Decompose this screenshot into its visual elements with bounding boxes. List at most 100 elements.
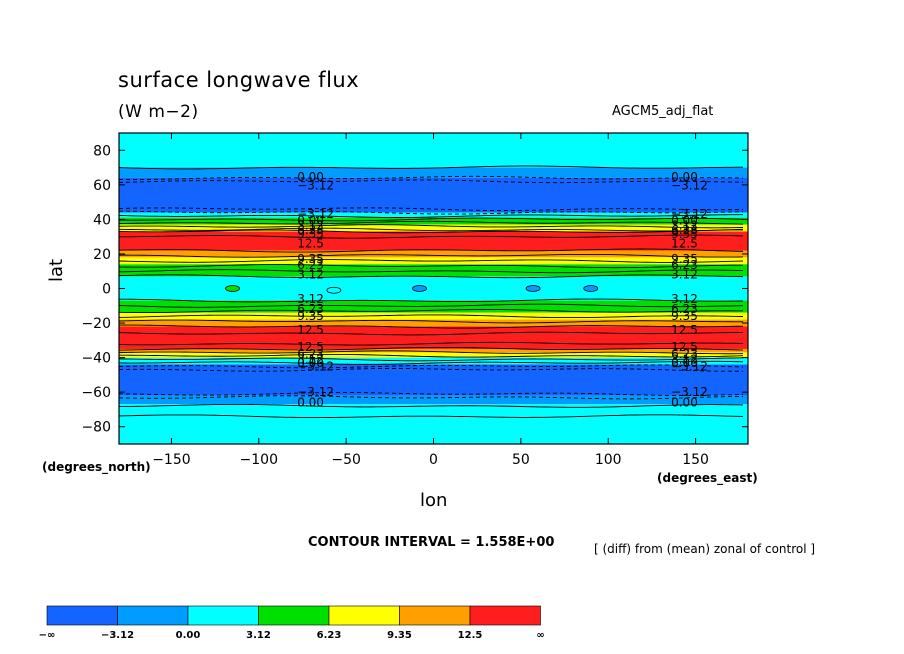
contour-label: 6.23 [297, 302, 324, 316]
contour-label: 3.12 [671, 292, 698, 306]
y-tick-label: 60 [93, 178, 111, 194]
contour-line [119, 368, 744, 372]
contour-label: 9.35 [297, 252, 324, 266]
contour-label: 3.12 [297, 268, 324, 282]
contour-line [119, 403, 744, 408]
colorbar-swatch [117, 605, 189, 626]
contour-line [119, 341, 744, 346]
contour-line [119, 229, 744, 234]
x-tick-label: −150 [152, 452, 190, 468]
contour-blob [412, 285, 427, 292]
contour-line [119, 414, 744, 419]
contour-line [119, 357, 744, 362]
colorbar-label: 0.00 [176, 630, 201, 641]
y-tick-label: 80 [93, 143, 111, 159]
contour-label: 0.00 [671, 170, 698, 184]
contour-blob [583, 285, 599, 292]
colorbar-swatch [46, 605, 118, 626]
contour-band [119, 224, 748, 232]
y-tick-label: 40 [93, 212, 111, 228]
contour-label: −3.12 [297, 207, 334, 221]
colorbar-label: 9.35 [387, 630, 412, 641]
contour-line [119, 353, 744, 358]
colorbar-label: −∞ [39, 630, 56, 641]
y-tick-label: −60 [81, 385, 111, 401]
model-name: AGCM5_adj_flat [612, 104, 714, 119]
contour-line [119, 227, 744, 232]
contour-label: −3.12 [671, 359, 708, 373]
contour-label: 3.12 [297, 352, 324, 366]
y-axis-units: (degrees_north) [42, 460, 151, 474]
contour-line [119, 179, 744, 184]
contour-line [119, 253, 744, 258]
x-tick-label: −100 [240, 452, 278, 468]
contour-label: 0.00 [297, 213, 324, 227]
contour-band [119, 250, 748, 258]
colorbar-label: 3.12 [246, 630, 271, 641]
contour-blob [225, 285, 240, 292]
contour-line [119, 364, 744, 369]
colorbar-swatch [399, 605, 471, 626]
contour-label: −3.12 [671, 179, 708, 193]
contour-line [119, 207, 744, 211]
contour-band [119, 348, 748, 353]
y-tick-label: −20 [81, 316, 111, 332]
x-tick-label: 100 [595, 452, 622, 468]
contour-band [119, 231, 748, 251]
contour-line [119, 309, 744, 313]
x-tick-label: 0 [429, 452, 438, 468]
y-tick-label: −40 [81, 351, 111, 367]
contour-label: 6.23 [297, 258, 324, 272]
contour-label: −3.12 [671, 207, 708, 221]
colorbar-label: ∞ [536, 630, 544, 641]
colorbar-label: −3.12 [101, 630, 134, 641]
contour-line [119, 217, 744, 222]
contour-label: −3.12 [671, 385, 708, 399]
contour-label: 6.23 [671, 347, 698, 361]
colorbar-swatch [258, 605, 330, 626]
y-tick-label: 0 [102, 282, 111, 298]
contour-blob [326, 286, 342, 294]
colorbar-label: 12.5 [458, 630, 483, 641]
contour-line [119, 350, 744, 355]
contour-label: 0.00 [671, 396, 698, 410]
contour-line [119, 324, 744, 329]
contour-line [119, 331, 744, 336]
contour-label: 9.35 [297, 227, 324, 241]
contour-line [119, 269, 744, 274]
contour-line [119, 165, 744, 170]
contour-line [119, 395, 744, 400]
contour-label: 12.5 [671, 340, 698, 354]
contour-band [119, 312, 748, 320]
contour-band [119, 326, 748, 349]
contour-line [119, 298, 744, 303]
contour-label: 0.00 [297, 396, 324, 410]
contour-label: 9.35 [671, 309, 698, 323]
contour-label: 9.35 [297, 309, 324, 323]
contour-label: 12.5 [297, 237, 324, 251]
contour-blob [525, 285, 541, 292]
contour-band [119, 212, 748, 218]
contour-label: −3.12 [297, 385, 334, 399]
contour-label: 0.00 [671, 356, 698, 370]
contour-label: 0.00 [297, 170, 324, 184]
colorbar-label: 6.23 [317, 630, 342, 641]
contour-line [119, 234, 744, 239]
contour-band [119, 276, 748, 301]
contour-band [119, 319, 748, 327]
contour-line [119, 248, 744, 253]
contour-line [119, 220, 744, 225]
contour-label: 12.5 [671, 237, 698, 251]
contour-line [119, 259, 744, 263]
contour-label: 0.00 [671, 213, 698, 227]
contour-label: 3.12 [671, 268, 698, 282]
contour-label: −3.12 [297, 359, 334, 373]
contour-band [119, 177, 748, 213]
contour-band [119, 364, 748, 396]
contour-label: 12.5 [671, 323, 698, 337]
contour-line [119, 264, 744, 269]
contour-band [119, 404, 748, 444]
contour-line [119, 391, 744, 396]
chart-units: (W m−2) [118, 102, 199, 122]
contour-label: 6.23 [297, 223, 324, 237]
